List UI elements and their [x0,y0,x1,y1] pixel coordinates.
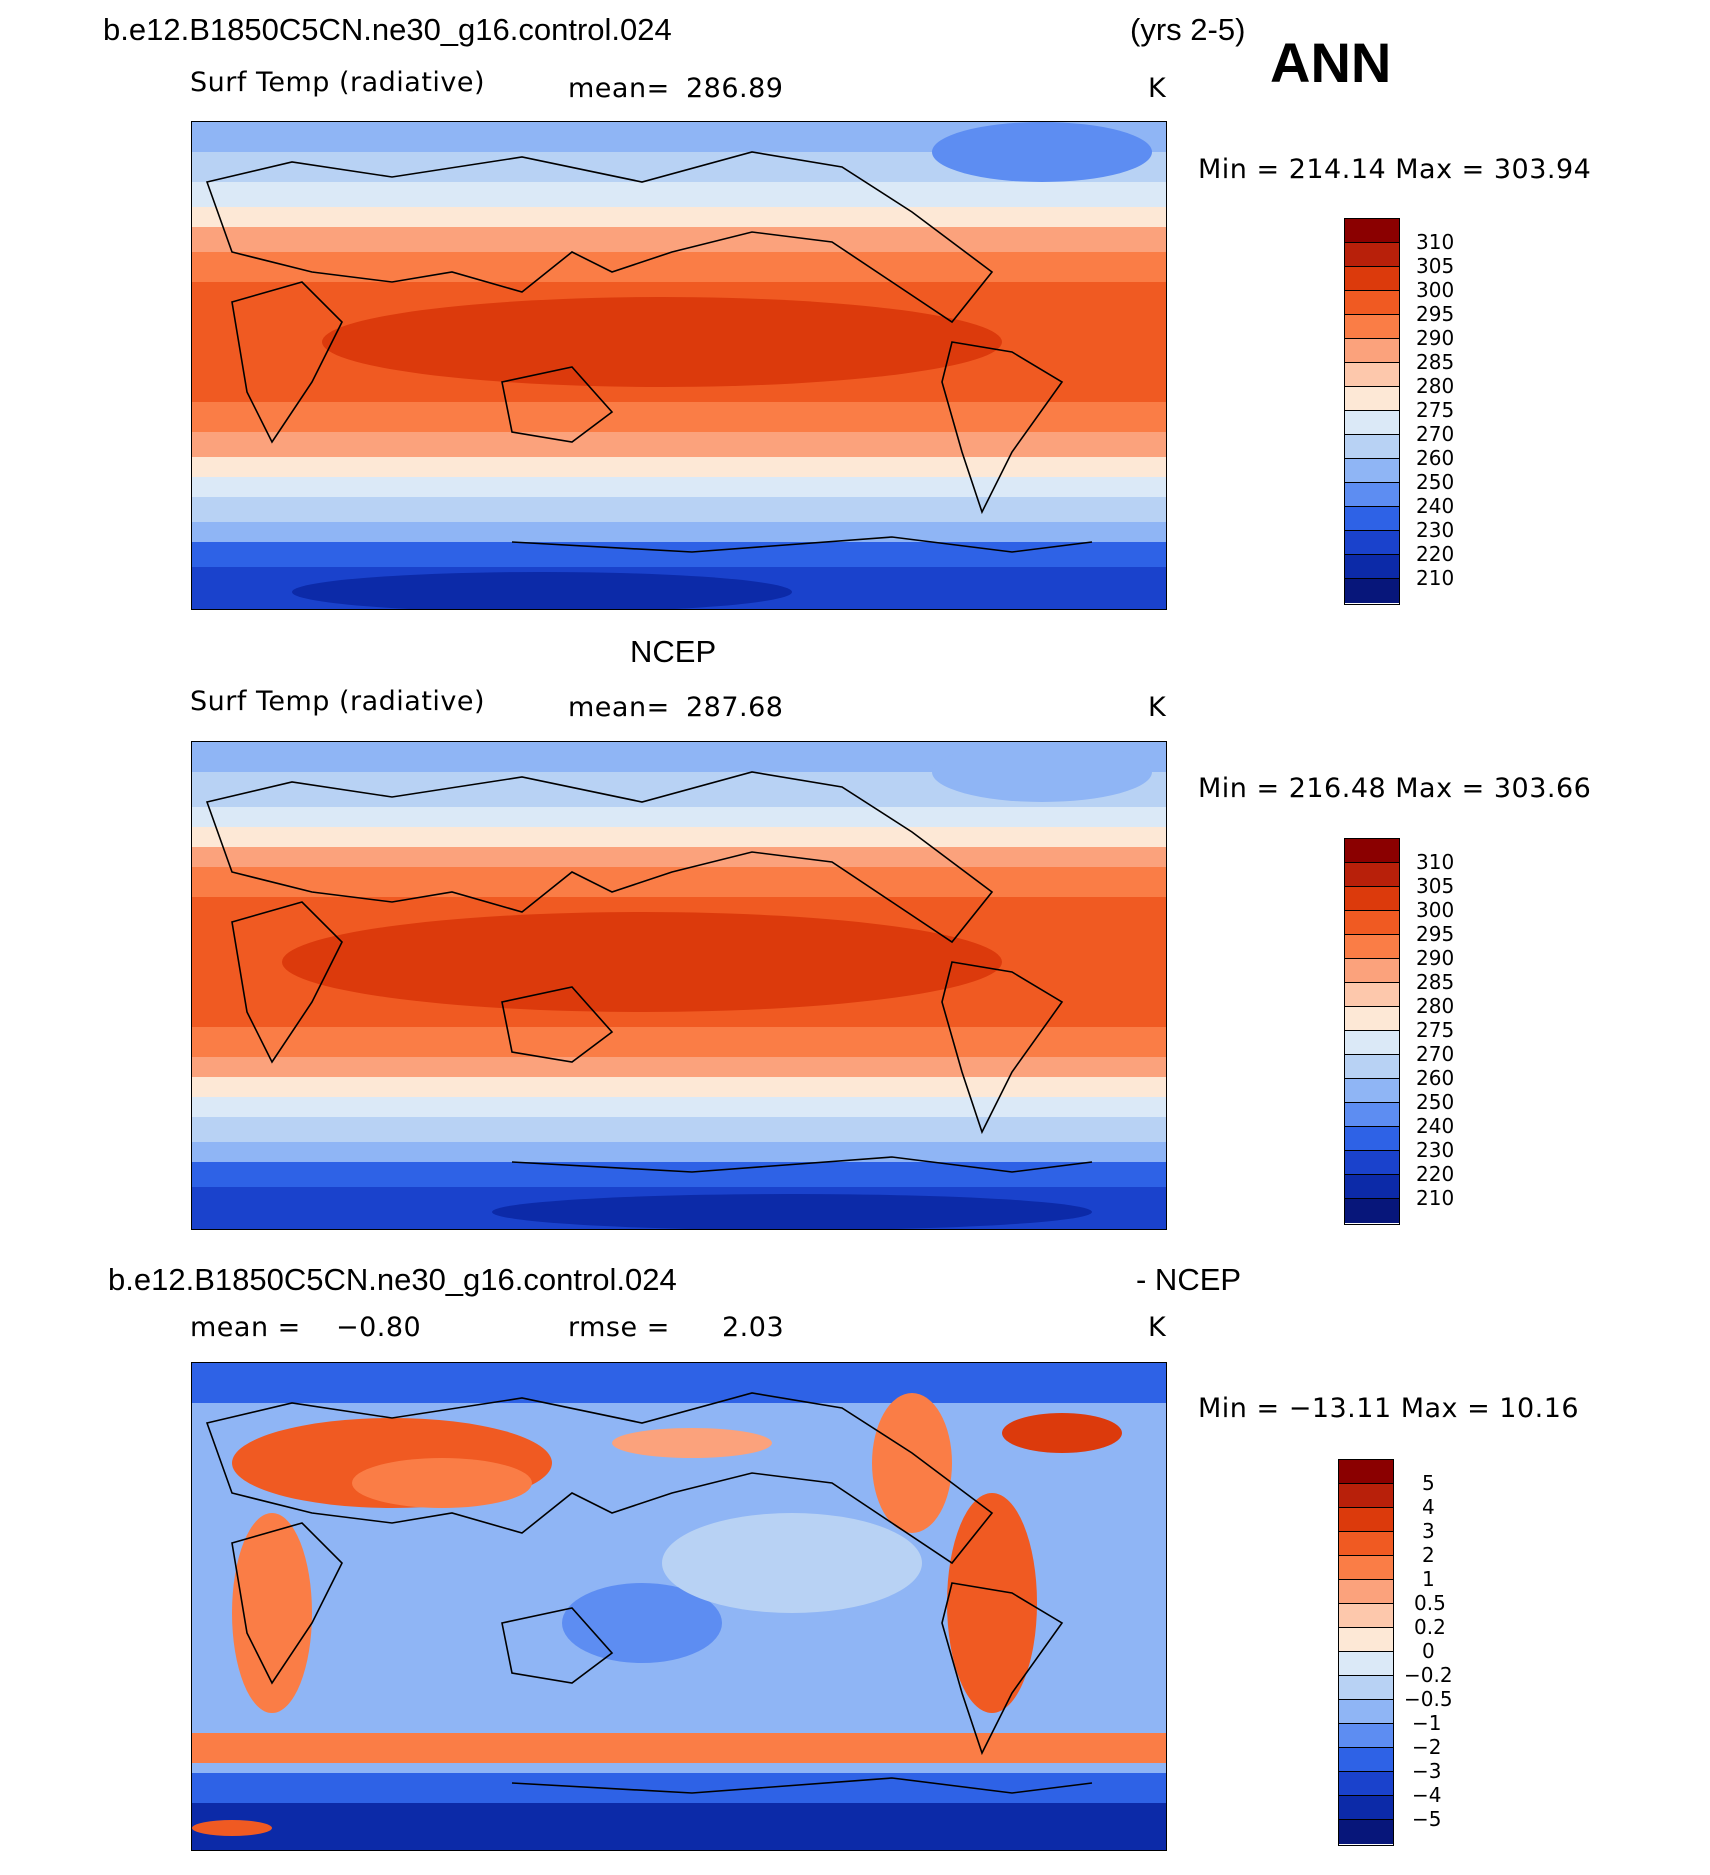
colorbar-label: 240 [1416,1114,1455,1138]
panel3-units: K [1148,1312,1167,1343]
colorbar-label: 5 [1422,1471,1435,1495]
colorbar-label: 260 [1416,446,1455,470]
colorbar-label: 295 [1416,302,1455,326]
panel3-colorbar [1338,1459,1394,1846]
panel1-units: K [1148,73,1167,104]
colorbar-label: −0.2 [1404,1663,1453,1687]
colorbar-label: 230 [1416,518,1455,542]
colorbar-label: 275 [1416,398,1455,422]
colorbar-label: 310 [1416,850,1455,874]
panel3-minus-label: - NCEP [1136,1262,1242,1297]
panel1-map [191,121,1167,610]
colorbar-label: 310 [1416,230,1455,254]
colorbar-label: 295 [1416,922,1455,946]
colorbar-label: −2 [1412,1735,1442,1759]
colorbar-label: 300 [1416,278,1455,302]
colorbar-label: 305 [1416,254,1455,278]
panel3-rmse-value: 2.03 [722,1312,785,1343]
colorbar-label: −3 [1412,1759,1442,1783]
panel1-years: (yrs 2-5) [1130,12,1246,47]
colorbar-label: 230 [1416,1138,1455,1162]
colorbar-label: 210 [1416,566,1455,590]
colorbar-label: 1 [1422,1567,1435,1591]
colorbar-label: 275 [1416,1018,1455,1042]
colorbar-label: 290 [1416,946,1455,970]
colorbar-label: 270 [1416,422,1455,446]
panel1-minmax: Min = 214.14 Max = 303.94 [1198,154,1592,185]
colorbar-label: 210 [1416,1186,1455,1210]
colorbar-label: 220 [1416,1162,1455,1186]
colorbar-label: 285 [1416,350,1455,374]
panel1-mean-value: 286.89 [686,73,784,104]
colorbar-label: 250 [1416,1090,1455,1114]
colorbar-label: 280 [1416,374,1455,398]
colorbar-label: 0 [1422,1639,1435,1663]
panel2-minmax: Min = 216.48 Max = 303.66 [1198,773,1592,804]
colorbar-label: 220 [1416,542,1455,566]
colorbar-label: 240 [1416,494,1455,518]
panel2-mean-label: mean= [568,692,670,723]
panel3-mean-label: mean = [190,1312,301,1343]
panel2-map [191,741,1167,1230]
colorbar-label: −1 [1412,1711,1442,1735]
panel2-colorbar [1344,838,1400,1225]
panel2-variable: Surf Temp (radiative) [190,686,486,717]
season-label: ANN [1270,31,1392,94]
colorbar-label: 305 [1416,874,1455,898]
colorbar-label: −4 [1412,1783,1442,1807]
colorbar-label: 280 [1416,994,1455,1018]
colorbar-label: 2 [1422,1543,1435,1567]
colorbar-label: 4 [1422,1495,1435,1519]
colorbar-label: 285 [1416,970,1455,994]
panel1-title: b.e12.B1850C5CN.ne30_g16.control.024 [103,12,672,47]
panel3-map [191,1362,1167,1851]
panel2-mean-value: 287.68 [686,692,784,723]
colorbar-label: 260 [1416,1066,1455,1090]
colorbar-label: 3 [1422,1519,1435,1543]
panel1-mean-label: mean= [568,73,670,104]
panel3-minmax: Min = −13.11 Max = 10.16 [1198,1393,1580,1424]
panel3-rmse-label: rmse = [568,1312,670,1343]
colorbar-label: 0.2 [1414,1615,1446,1639]
panel1-variable: Surf Temp (radiative) [190,67,486,98]
colorbar-label: 0.5 [1414,1591,1446,1615]
colorbar-label: −5 [1412,1807,1442,1831]
panel2-units: K [1148,692,1167,723]
colorbar-label: 300 [1416,898,1455,922]
colorbar-label: 290 [1416,326,1455,350]
colorbar-label: −0.5 [1404,1687,1453,1711]
panel3-title: b.e12.B1850C5CN.ne30_g16.control.024 [108,1262,677,1297]
panel1-colorbar [1344,218,1400,605]
panel2-title: NCEP [630,634,717,669]
panel3-mean-value: −0.80 [336,1312,422,1343]
colorbar-label: 270 [1416,1042,1455,1066]
colorbar-label: 250 [1416,470,1455,494]
